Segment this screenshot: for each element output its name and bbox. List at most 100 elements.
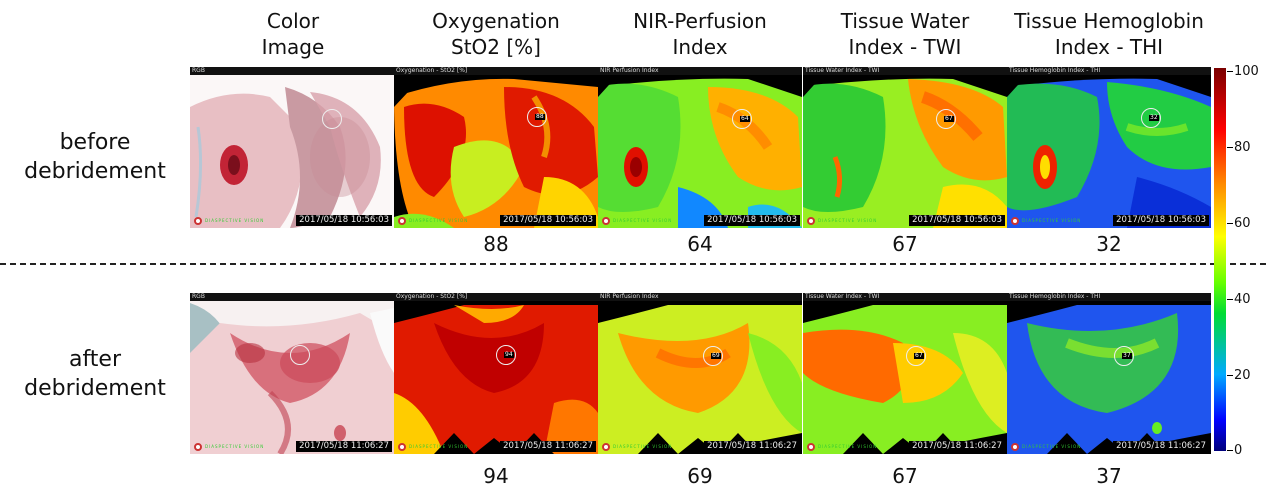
panel-after-color-image: RGB DIASPECTIVE VISION 2017/05/18 11:06:…	[190, 293, 394, 454]
roi-marker	[290, 345, 310, 365]
color-image-before-picture	[190, 75, 394, 228]
color-image-after-picture	[190, 301, 394, 454]
vendor-logo: DIASPECTIVE VISION	[194, 217, 264, 225]
roi-value-label: 67	[914, 352, 924, 359]
colorbar-tick	[1227, 223, 1233, 224]
roi-marker: 67	[936, 109, 956, 129]
panel-before-oxygenation: Oxygenation - StO2 [%] 88 DIASPECTIVE VI…	[394, 67, 598, 228]
timestamp: 2017/05/18 10:56:03	[704, 215, 800, 226]
roi-value-label: 69	[711, 352, 721, 359]
roi-marker	[322, 109, 342, 129]
vendor-logo: DIASPECTIVE VISION	[398, 443, 468, 451]
nir-perfusion-after-heatmap	[598, 301, 802, 454]
vendor-logo: DIASPECTIVE VISION	[398, 217, 468, 225]
column-header-line1: Oxygenation	[432, 9, 560, 33]
value-before-tissue-water: 67	[892, 232, 918, 256]
timestamp: 2017/05/18 11:06:27	[296, 441, 392, 452]
tissue-hemoglobin-after-heatmap	[1007, 301, 1211, 454]
roi-value-label: 88	[535, 113, 545, 120]
panel-after-nir-perfusion: NIR Perfusion Index 69 DIASPECTIVE VISIO…	[598, 293, 802, 454]
column-header-line1: Tissue Hemoglobin	[1014, 9, 1204, 33]
row-label-line2: debridement	[24, 159, 166, 184]
roi-value-label: 94	[504, 351, 514, 358]
panel-title: Oxygenation - StO2 [%]	[394, 67, 598, 75]
colorbar-label: 100	[1234, 64, 1259, 79]
roi-value-label: 37	[1122, 352, 1132, 359]
value-after-nir-perfusion: 69	[687, 464, 713, 488]
column-header-nir-perfusion: NIR-Perfusion Index	[595, 8, 805, 60]
roi-value-label: 67	[944, 115, 954, 122]
panel-before-color-image: RGB DIASPECTIVE VISION 2017/05/18 10:56:…	[190, 67, 394, 228]
vendor-logo: DIASPECTIVE VISION	[1011, 443, 1081, 451]
nir-perfusion-before-heatmap	[598, 75, 802, 228]
row-label-line2: debridement	[24, 376, 166, 401]
tissue-water-before-heatmap	[803, 75, 1007, 228]
vendor-logo: DIASPECTIVE VISION	[602, 217, 672, 225]
colorbar-tick	[1227, 147, 1233, 148]
oxygenation-before-heatmap	[394, 75, 598, 228]
column-header-line2: Index - THI	[1054, 35, 1164, 59]
column-header-line1: Tissue Water	[840, 9, 970, 33]
value-after-oxygenation: 94	[483, 464, 509, 488]
oxygenation-after-heatmap	[394, 301, 598, 454]
colorbar-tick	[1227, 71, 1233, 72]
colorbar-label: 20	[1234, 368, 1251, 383]
timestamp: 2017/05/18 11:06:27	[704, 441, 800, 452]
timestamp: 2017/05/18 10:56:03	[296, 215, 392, 226]
panel-title: NIR Perfusion Index	[598, 67, 802, 75]
value-after-tissue-hemoglobin: 37	[1096, 464, 1122, 488]
row-label-line1: before	[59, 130, 131, 155]
column-header-line2: StO2 [%]	[451, 35, 541, 59]
timestamp: 2017/05/18 11:06:27	[909, 441, 1005, 452]
vendor-logo: DIASPECTIVE VISION	[807, 443, 877, 451]
panel-before-tissue-water: Tissue Water Index - TWI 67 DIASPECTIVE …	[803, 67, 1007, 228]
vendor-logo: DIASPECTIVE VISION	[807, 217, 877, 225]
roi-marker: 32	[1141, 108, 1161, 128]
panel-after-oxygenation: Oxygenation - StO2 [%] 94 DIASPECTIVE VI…	[394, 293, 598, 454]
panel-title: RGB	[190, 293, 394, 301]
row-divider	[0, 263, 1266, 265]
vendor-logo: DIASPECTIVE VISION	[602, 443, 672, 451]
panel-title: Tissue Water Index - TWI	[803, 293, 1007, 301]
vendor-logo: DIASPECTIVE VISION	[194, 443, 264, 451]
colorbar-label: 80	[1234, 140, 1251, 155]
timestamp: 2017/05/18 10:56:03	[909, 215, 1005, 226]
roi-marker: 69	[703, 346, 723, 366]
panel-after-tissue-hemoglobin: Tissue Hemoglobin Index - THI 37 DIASPEC…	[1007, 293, 1211, 454]
column-header-line1: Color	[266, 9, 320, 33]
panel-before-nir-perfusion: NIR Perfusion Index 64 DIASPECTIVE VISIO…	[598, 67, 802, 228]
panel-after-tissue-water: Tissue Water Index - TWI 67 DIASPECTIVE …	[803, 293, 1007, 454]
value-before-nir-perfusion: 64	[687, 232, 713, 256]
roi-marker: 94	[496, 345, 516, 365]
colorbar-label: 40	[1234, 292, 1251, 307]
column-header-line1: NIR-Perfusion	[633, 9, 767, 33]
panel-title: Oxygenation - StO2 [%]	[394, 293, 598, 301]
roi-marker: 64	[732, 109, 752, 129]
column-header-color-image: Color Image	[188, 8, 398, 60]
column-header-line2: Image	[261, 35, 325, 59]
roi-value-label: 64	[740, 115, 750, 122]
tissue-hemoglobin-before-heatmap	[1007, 75, 1211, 228]
timestamp: 2017/05/18 10:56:03	[1113, 215, 1209, 226]
timestamp: 2017/05/18 10:56:03	[500, 215, 596, 226]
panel-title: Tissue Water Index - TWI	[803, 67, 1007, 75]
colorbar-label: 0	[1234, 443, 1243, 458]
vendor-logo: DIASPECTIVE VISION	[1011, 217, 1081, 225]
column-header-oxygenation: Oxygenation StO2 [%]	[391, 8, 601, 60]
timestamp: 2017/05/18 11:06:27	[1113, 441, 1209, 452]
roi-value-label: 32	[1149, 114, 1159, 121]
colorbar-tick	[1227, 450, 1233, 451]
row-label-line1: after	[68, 347, 122, 372]
colorbar-tick	[1227, 299, 1233, 300]
value-after-tissue-water: 67	[892, 464, 918, 488]
row-label-before: before debridement	[0, 128, 190, 186]
colorbar-label: 60	[1234, 216, 1251, 231]
column-header-tissue-water: Tissue Water Index - TWI	[800, 8, 1010, 60]
roi-marker: 67	[906, 346, 926, 366]
panel-title: Tissue Hemoglobin Index - THI	[1007, 293, 1211, 301]
panel-title: RGB	[190, 67, 394, 75]
roi-marker: 88	[527, 107, 547, 127]
value-before-tissue-hemoglobin: 32	[1096, 232, 1122, 256]
roi-marker: 37	[1114, 346, 1134, 366]
colorbar-tick	[1227, 375, 1233, 376]
